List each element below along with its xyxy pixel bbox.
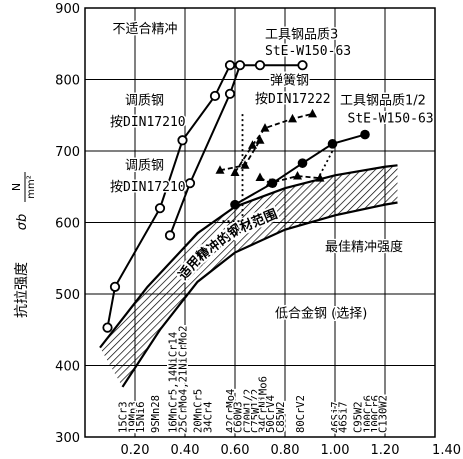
region-label: 低合金钢 (选择) — [275, 306, 367, 322]
x-tick-label: 0.40 — [171, 443, 200, 458]
data-point — [224, 88, 236, 99]
steel-grade-label: 46Si7 — [338, 401, 350, 433]
band-upper-edge — [99, 164, 398, 349]
data-point — [184, 178, 196, 189]
steel-grade-label: 46Si7 — [330, 401, 342, 433]
steel-grade-label: 50CrV4 — [265, 395, 277, 433]
series-line-s6 — [259, 175, 321, 185]
data-point — [234, 60, 246, 71]
region-label: 弹簧钢 — [270, 73, 309, 89]
data-point — [164, 230, 176, 241]
data-point — [265, 178, 275, 187]
steel-grade-label: 34Cr4 — [203, 401, 215, 433]
region-label: 调质钢 — [125, 159, 164, 174]
data-point — [154, 203, 166, 214]
plot-frame — [84, 7, 436, 438]
region-label: 不适合精冲 — [113, 22, 178, 37]
x-tick-label: 1.00 — [321, 443, 350, 458]
data-point — [102, 322, 113, 333]
fine-blanking-band: 适用精冲的钢材范围 — [99, 164, 398, 388]
y-tick-label: 700 — [55, 145, 80, 160]
data-point — [209, 90, 221, 102]
steel-grade-label: 42CrMo4 — [225, 389, 237, 433]
data-point — [288, 113, 297, 123]
y-axis-label: 抗拉强度 — [14, 262, 30, 318]
series-group — [102, 60, 370, 333]
data-point — [177, 135, 188, 146]
data-point — [230, 199, 240, 210]
x-tick-label: 0.80 — [271, 443, 300, 458]
data-point — [254, 60, 266, 71]
x-tick-label: 1.40 — [432, 443, 461, 458]
y-tick-label: 900 — [55, 2, 80, 17]
steel-grade-label: 25CrMo4,21NiCrMo2 — [178, 326, 190, 433]
steel-grade-label: 15Cr3 — [118, 401, 130, 433]
steel-grade-label: 34CrNiMo6 — [258, 376, 270, 433]
data-point — [327, 139, 338, 149]
steel-grade-label: 20MnCr5 — [193, 389, 205, 433]
y-tick-label: 800 — [55, 74, 80, 89]
series-line-s4 — [234, 112, 313, 173]
steel-grade-label: 100Cr6 — [370, 395, 382, 433]
region-labels: 不适合精冲调质钢按DIN17210调质钢按DIN17210工具钢品质3StE-W… — [109, 21, 436, 324]
data-point — [308, 108, 317, 118]
data-point — [248, 140, 257, 149]
data-point — [297, 158, 308, 168]
steel-grade-label: 9SMn28 — [150, 395, 162, 433]
region-label: 按DIN17210 — [110, 180, 186, 195]
y-tick-label: 600 — [55, 217, 80, 232]
y-axis-unit-denominator: mm² — [26, 175, 37, 199]
region-label: 按DIN17210 — [110, 115, 186, 130]
y-tick-label: 500 — [55, 288, 80, 303]
data-point — [360, 129, 370, 140]
steel-grade-label: C60W3 — [233, 401, 245, 433]
y-axis-unit-numerator: N — [10, 183, 23, 191]
y-tick-label: 300 — [55, 431, 80, 446]
data-point — [255, 135, 265, 144]
data-point — [230, 167, 240, 176]
steel-grade-label: C70W1/2 — [243, 389, 255, 433]
band-lower-edge — [121, 201, 398, 388]
axes: 300 400 500 600 700 800 900 0.20 0.40 0.60 0.80 1.0… — [55, 2, 461, 458]
steel-grade-label: C95W2 — [353, 401, 365, 433]
data-point — [260, 123, 270, 132]
data-point — [215, 165, 225, 174]
data-point — [109, 281, 121, 292]
data-point — [293, 171, 302, 180]
y-axis-symbol: σb — [15, 214, 30, 231]
steel-grade-label: 15Ni6 — [135, 401, 147, 433]
y-axis-title: 抗拉强度 σb N mm² — [10, 172, 37, 318]
steel-grade-label: C130W2 — [378, 395, 390, 433]
region-label: 最佳精冲强度 — [325, 239, 403, 255]
steel-grade-label: 19Mn3 — [128, 401, 140, 433]
data-point — [255, 172, 265, 181]
steel-grade-label: C85W2 — [275, 401, 287, 433]
x-tick-label: 1.20 — [371, 443, 400, 458]
steel-grade-label: C75W1/2 — [250, 389, 262, 433]
x-tick-label: 0.20 — [121, 443, 150, 458]
region-label: 工具钢品质3 — [265, 28, 338, 43]
x-tick-label: 0.60 — [221, 443, 250, 458]
region-label: StE-W150-63 — [348, 111, 434, 126]
region-label: 工具钢品质1/2 — [340, 94, 426, 109]
data-point — [240, 160, 250, 169]
y-tick-label: 400 — [55, 360, 80, 375]
steel-grade-label: 100Cr6 — [363, 395, 375, 433]
series-line-s8 — [316, 150, 334, 181]
series-line-s7 — [222, 113, 244, 223]
data-point — [297, 60, 308, 71]
series-line-s2 — [169, 64, 241, 236]
steel-grade-label: 16MnCr5,14NiCr14 — [168, 332, 180, 433]
data-point — [224, 60, 236, 71]
band-hatch — [100, 165, 398, 387]
region-label: StE-W150-63 — [265, 44, 351, 59]
steel-grade-label: 80CrV2 — [295, 395, 307, 433]
region-label: 调质钢 — [125, 94, 164, 109]
region-label: 按DIN17222 — [255, 92, 331, 107]
